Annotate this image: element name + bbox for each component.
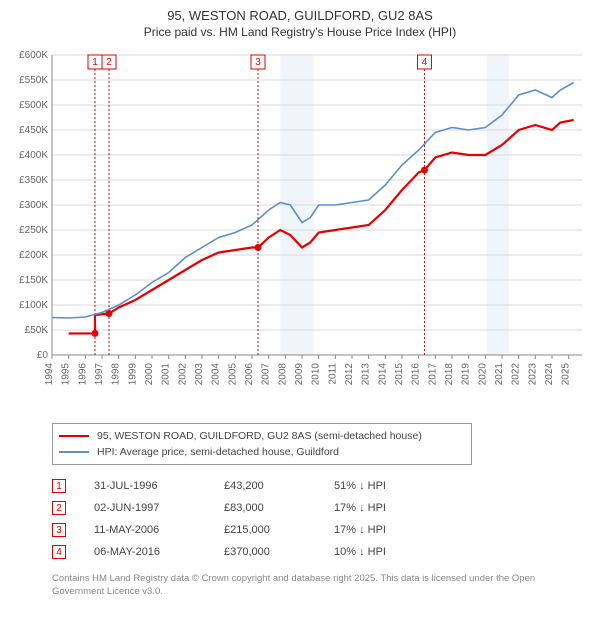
x-tick-label: 2015: [394, 363, 405, 386]
chart-title-block: 95, WESTON ROAD, GUILDFORD, GU2 8AS Pric…: [10, 8, 590, 39]
event-number-box: 1: [52, 479, 66, 493]
series-dot: [92, 330, 99, 337]
chart-svg: £0 £50K £100K £150K £200K £250K £300K £350K £400…: [10, 45, 590, 415]
y-tick-label: £50K: [25, 325, 49, 336]
event-row: 4 06-MAY-2016£370,00010% ↓ HPI: [52, 541, 572, 563]
event-date: 31-JUL-1996: [94, 480, 224, 492]
x-tick-label: 2010: [311, 363, 322, 386]
series-dot: [255, 244, 262, 251]
y-tick-label: £550K: [19, 75, 48, 86]
legend-label: HPI: Average price, semi-detached house,…: [97, 446, 339, 458]
x-tick-label: 2002: [177, 363, 188, 386]
chart-area: £0 £50K £100K £150K £200K £250K £300K £350K £400…: [10, 45, 590, 415]
x-tick-label: 2019: [461, 363, 472, 386]
x-tick-label: 2008: [277, 363, 288, 386]
y-tick-label: £350K: [19, 175, 48, 186]
event-delta: 51% ↓ HPI: [334, 480, 386, 492]
x-tick-label: 1996: [77, 363, 88, 386]
legend-label: 95, WESTON ROAD, GUILDFORD, GU2 8AS (sem…: [97, 430, 422, 442]
series-dot: [421, 167, 428, 174]
event-number-box: 4: [52, 545, 66, 559]
x-tick-label: 2025: [561, 363, 572, 386]
x-tick-label: 2003: [194, 363, 205, 386]
y-tick-label: £150K: [19, 275, 48, 286]
event-price: £83,000: [224, 502, 334, 514]
y-tick-label: £200K: [19, 250, 48, 261]
x-tick-label: 2005: [227, 363, 238, 386]
event-price: £370,000: [224, 546, 334, 558]
x-tick-label: 2004: [211, 363, 222, 386]
legend: 95, WESTON ROAD, GUILDFORD, GU2 8AS (sem…: [52, 423, 472, 465]
y-tick-label: £250K: [19, 225, 48, 236]
x-tick-label: 2024: [544, 363, 555, 386]
event-date: 11-MAY-2006: [94, 524, 224, 536]
footnote: Contains HM Land Registry data © Crown c…: [52, 573, 572, 599]
x-tick-label: 2022: [511, 363, 522, 386]
event-row: 1 31-JUL-1996£43,20051% ↓ HPI: [52, 475, 572, 497]
title-line-2: Price paid vs. HM Land Registry's House …: [10, 25, 590, 39]
event-delta: 17% ↓ HPI: [334, 524, 386, 536]
y-tick-label: £600K: [19, 50, 48, 61]
event-number-box: 2: [52, 501, 66, 515]
legend-row: HPI: Average price, semi-detached house,…: [59, 444, 465, 460]
event-marker-number: 3: [255, 57, 261, 68]
event-delta: 10% ↓ HPI: [334, 546, 386, 558]
x-tick-label: 2001: [161, 363, 172, 386]
event-price: £215,000: [224, 524, 334, 536]
x-tick-label: 2021: [494, 363, 505, 386]
y-tick-label: £500K: [19, 100, 48, 111]
legend-row: 95, WESTON ROAD, GUILDFORD, GU2 8AS (sem…: [59, 428, 465, 444]
x-tick-label: 2023: [527, 363, 538, 386]
y-tick-label: £400K: [19, 150, 48, 161]
event-row: 3 11-MAY-2006£215,00017% ↓ HPI: [52, 519, 572, 541]
event-price: £43,200: [224, 480, 334, 492]
x-tick-label: 2007: [261, 363, 272, 386]
x-tick-label: 1997: [94, 363, 105, 386]
x-tick-label: 2011: [327, 363, 338, 385]
y-tick-label: £0: [37, 350, 49, 361]
event-delta: 17% ↓ HPI: [334, 502, 386, 514]
y-tick-label: £300K: [19, 200, 48, 211]
x-tick-label: 1994: [44, 363, 55, 386]
event-date: 06-MAY-2016: [94, 546, 224, 558]
x-tick-label: 2018: [444, 363, 455, 386]
x-tick-label: 2009: [294, 363, 305, 386]
event-marker-number: 4: [422, 57, 428, 68]
y-tick-label: £450K: [19, 125, 48, 136]
legend-swatch: [59, 435, 89, 437]
x-tick-label: 2000: [144, 363, 155, 386]
x-tick-label: 1995: [61, 363, 72, 386]
event-date: 02-JUN-1997: [94, 502, 224, 514]
event-row: 2 02-JUN-1997£83,00017% ↓ HPI: [52, 497, 572, 519]
x-tick-label: 1998: [111, 363, 122, 386]
event-marker-number: 1: [92, 57, 98, 68]
events-table: 1 31-JUL-1996£43,20051% ↓ HPI 2 02-JUN-1997…: [52, 475, 572, 563]
x-tick-label: 2013: [361, 363, 372, 386]
event-number-box: 3: [52, 523, 66, 537]
x-tick-label: 2006: [244, 363, 255, 386]
title-line-1: 95, WESTON ROAD, GUILDFORD, GU2 8AS: [10, 8, 590, 23]
legend-swatch: [59, 451, 89, 453]
x-tick-label: 2017: [427, 363, 438, 386]
x-tick-label: 2020: [477, 363, 488, 386]
x-tick-label: 2016: [411, 363, 422, 386]
y-tick-label: £100K: [19, 300, 48, 311]
x-tick-label: 2014: [377, 363, 388, 386]
event-marker-number: 2: [106, 57, 112, 68]
x-tick-label: 1999: [127, 363, 138, 386]
x-tick-label: 2012: [344, 363, 355, 386]
